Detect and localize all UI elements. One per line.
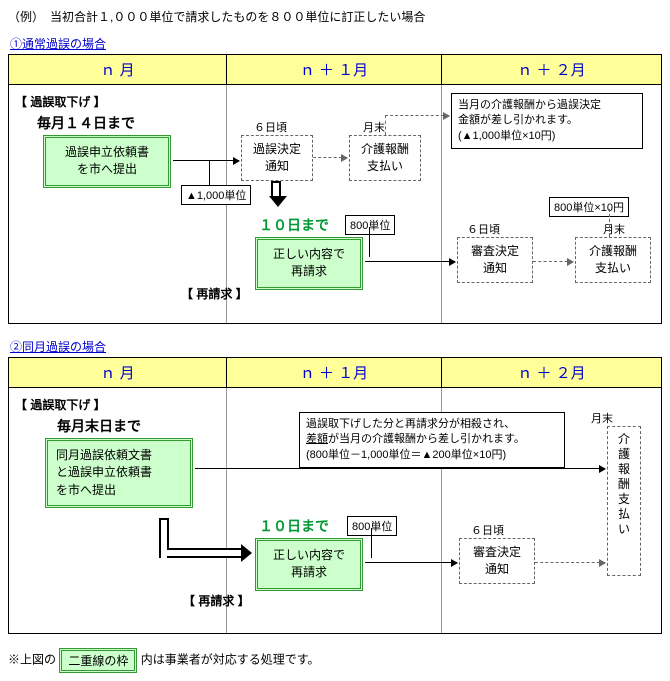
example-title: （例） 当初合計１,０００単位で請求したものを８００単位に訂正したい場合	[8, 8, 662, 25]
connector	[209, 160, 210, 185]
timing-month-end: 月末	[591, 410, 613, 426]
section1-title: ①通常過誤の場合	[10, 35, 662, 52]
note-underline: 差額	[306, 433, 328, 445]
month-header: ｎ 月 ｎ ＋ １月 ｎ ＋ ２月	[9, 55, 661, 85]
connector	[609, 209, 610, 237]
resubmit-box: 正しい内容で 再請求	[255, 237, 363, 290]
section1-body: 【 過誤取下げ 】 毎月１４日まで 過誤申立依頼書 を市へ提出 ▲1,000単位…	[9, 85, 661, 323]
month-n2: ｎ ＋ ２月	[442, 55, 661, 84]
note-line1: 過誤取下げした分と再請求分が相殺され、	[306, 418, 515, 430]
bracket-label: 【 過誤取下げ 】	[15, 93, 106, 110]
payment-vertical-box: 介 護 報 酬 支 払 い	[607, 426, 641, 576]
deadline-10th: １０日まで	[259, 215, 329, 235]
connector	[371, 528, 372, 558]
resubmit-box: 正しい内容で 再請求	[255, 538, 363, 591]
connector	[385, 115, 386, 135]
timing-6day: ６日頃	[254, 119, 287, 135]
note-deduction: 当月の介護報酬から過誤決定 金額が差し引かれます。 (▲1,000単位×10円)	[451, 93, 643, 149]
deadline-14th: 毎月１４日まで	[37, 113, 135, 133]
payment-box: 介護報酬 支払い	[349, 135, 421, 181]
submit-request-box: 過誤申立依頼書 を市へ提出	[43, 135, 171, 188]
connector	[385, 115, 449, 116]
arrow-icon	[365, 261, 455, 262]
kago-decision-box: 過誤決定 通知	[241, 135, 313, 181]
month-header: ｎ 月 ｎ ＋ １月 ｎ ＋ ２月	[9, 358, 661, 388]
month-n: ｎ 月	[9, 55, 227, 84]
month-n: ｎ 月	[9, 358, 227, 387]
arrow-icon	[173, 160, 239, 161]
unit-800-tag: 800単位	[345, 215, 395, 235]
section2-title: ②同月過誤の場合	[10, 338, 662, 355]
timing-month-end: 月末	[363, 119, 385, 135]
resubmit-label: 【 再請求 】	[183, 592, 250, 609]
timing-month-end2: 月末	[603, 221, 625, 237]
timing-6day2: ６日頃	[467, 221, 500, 237]
arrow-icon	[535, 562, 605, 563]
section2-body: 【 過誤取下げ 】 毎月末日まで 同月過誤依頼文書 と過誤申立依頼書 を市へ提出…	[9, 388, 661, 633]
unit-800-tag: 800単位	[347, 516, 397, 536]
note-offset: 過誤取下げした分と再請求分が相殺され、 差額が当月の介護報酬から差し引かれます。…	[299, 412, 565, 468]
review-decision-box: 審査決定 通知	[459, 538, 535, 584]
resubmit-label: 【 再請求 】	[181, 285, 248, 302]
footnote-legend-box: 二重線の枠	[59, 648, 137, 673]
calc-800x10-tag: 800単位×10円	[549, 197, 629, 217]
down-arrow-icon	[269, 181, 283, 207]
section1: ｎ 月 ｎ ＋ １月 ｎ ＋ ２月 【 過誤取下げ 】 毎月１４日まで 過誤申立…	[8, 54, 662, 324]
note-line2: が当月の介護報酬から差し引かれます。 (800単位－1,000単位＝▲200単位…	[306, 433, 525, 460]
connector	[369, 227, 370, 257]
payment-box2: 介護報酬 支払い	[575, 237, 651, 283]
month-n1: ｎ ＋ １月	[227, 358, 442, 387]
deadline-10th: １０日まで	[259, 516, 329, 536]
unit-minus-1000-tag: ▲1,000単位	[181, 185, 251, 205]
timing-6day: ６日頃	[471, 522, 504, 538]
month-n1: ｎ ＋ １月	[227, 55, 442, 84]
deadline-month-end: 毎月末日まで	[57, 416, 141, 436]
turn-arrow-icon	[159, 518, 169, 558]
arrow-icon	[533, 261, 573, 262]
arrow-icon	[365, 562, 457, 563]
section2: ｎ 月 ｎ ＋ １月 ｎ ＋ ２月 【 過誤取下げ 】 毎月末日まで 同月過誤依…	[8, 357, 662, 634]
month-n2: ｎ ＋ ２月	[442, 358, 661, 387]
bracket-label: 【 過誤取下げ 】	[15, 396, 106, 413]
review-decision-box: 審査決定 通知	[457, 237, 533, 283]
arrow-icon	[313, 157, 347, 158]
submit-docs-box: 同月過誤依頼文書 と過誤申立依頼書 を市へ提出	[45, 438, 193, 508]
footnote: ※上図の 二重線の枠 内は事業者が対応する処理です。	[8, 648, 662, 673]
